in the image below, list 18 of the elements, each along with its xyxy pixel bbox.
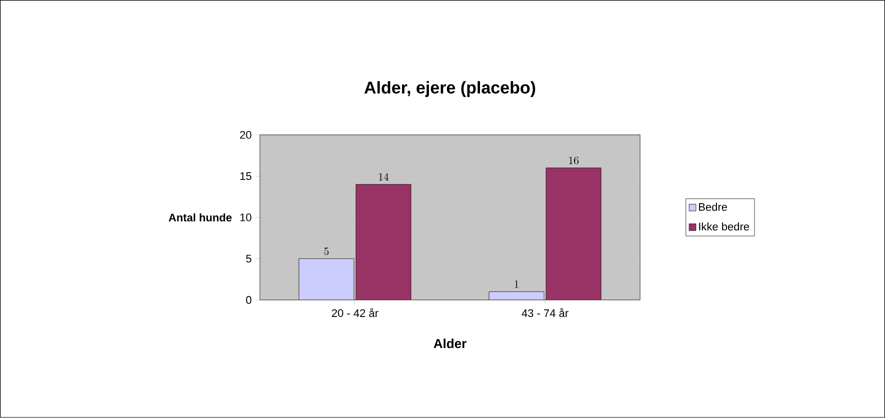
bar: [356, 184, 412, 300]
data-label: 1: [514, 280, 518, 288]
y-tick-label: 0: [246, 296, 252, 304]
y-tick-label: 20: [240, 131, 252, 139]
legend-label: Bedre: [699, 202, 728, 211]
y-tick-label: 15: [240, 172, 252, 180]
bar: [546, 168, 602, 300]
chart-title: Alder, ejere (placebo): [364, 81, 536, 98]
x-tick-label: 43 - 74 år: [522, 308, 568, 318]
legend-label: Ikke bedre: [699, 222, 750, 231]
x-tick-label: 20 - 42 år: [332, 308, 378, 318]
data-label: 5: [324, 248, 329, 256]
y-axis-title: Antal hunde: [168, 213, 232, 222]
y-tick-label: 5: [246, 254, 252, 263]
data-label: 14: [378, 173, 389, 181]
x-axis-title: Alder: [434, 338, 466, 348]
data-label: 16: [569, 156, 579, 164]
y-tick-label: 10: [240, 214, 252, 222]
